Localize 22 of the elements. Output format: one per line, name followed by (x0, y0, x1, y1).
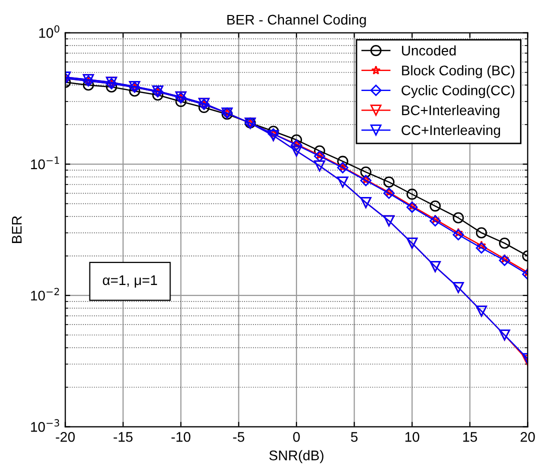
legend-label: BC+Interleaving (402, 105, 500, 118)
x-axis-title: SNR(dB) (269, 450, 324, 464)
x-tick-label: 10 (405, 432, 420, 442)
y-tick-label: 10$^{−1}$ (31, 156, 60, 170)
x-tick-label: 15 (463, 432, 478, 442)
x-tick-label: -20 (56, 432, 75, 442)
annotation: α=1, μ=1 (102, 275, 158, 288)
x-tick-label: 20 (520, 432, 535, 442)
x-tick-label: 5 (350, 432, 358, 442)
x-tick-label: -5 (233, 432, 244, 442)
x-tick-label: -15 (114, 432, 133, 442)
legend-label: Uncoded (402, 45, 456, 56)
legend-label: CC+Interleaving (402, 124, 500, 138)
x-tick-label: -10 (171, 432, 190, 442)
y-tick-label: 10$^{0}$ (39, 25, 60, 38)
x-tick-label: 0 (293, 432, 300, 442)
legend-label: Cyclic Coding(CC) (402, 85, 514, 98)
y-axis-title: BER (12, 216, 22, 243)
y-tick-label: 10$^{−3}$ (31, 419, 60, 432)
y-tick-label: 10$^{−2}$ (31, 288, 59, 301)
chart-title: BER - Channel Coding (227, 14, 366, 28)
legend-label: Block Coding (BC) (402, 65, 514, 78)
